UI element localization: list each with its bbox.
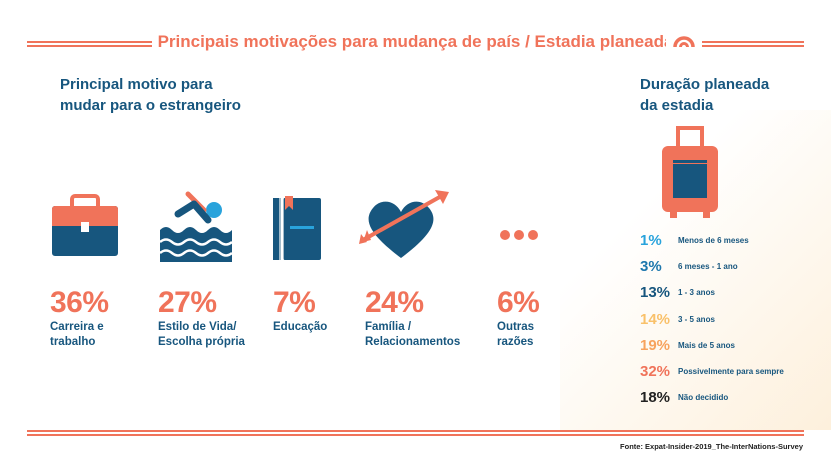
motive-label-line1: Família /	[365, 321, 412, 333]
motive-percent: 36%	[50, 286, 109, 319]
motives-section-title: Principal motivo para mudar para o estra…	[60, 74, 241, 116]
duration-section-title: Duração planeada da estadia	[640, 74, 769, 116]
duration-label: 3 - 5 anos	[678, 315, 715, 324]
duration-label: 1 - 3 anos	[678, 288, 715, 297]
duration-label: Menos de 6 meses	[678, 236, 749, 245]
duration-percent: 32%	[640, 363, 671, 380]
footer-line-bottom	[27, 434, 804, 436]
motive-label-line2: trabalho	[50, 336, 96, 348]
motive-label-line1: Carreira e	[50, 321, 104, 333]
duration-label: Não decidido	[678, 393, 729, 402]
suitcase-icon	[662, 126, 718, 218]
duration-title-line2: da estadia	[640, 97, 714, 114]
duration-percent: 14%	[640, 311, 671, 328]
motive-label-line1: Estilo de Vida/	[158, 321, 237, 333]
motive-percent: 7%	[273, 286, 316, 319]
target-arc-icon	[673, 36, 695, 48]
duration-label: Possivelmente para sempre	[678, 367, 784, 376]
motive-label: Família / Relacionamentos	[365, 320, 485, 350]
duration-percent: 3%	[640, 258, 662, 275]
motive-percent: 6%	[497, 286, 540, 319]
motive-percent: 27%	[158, 286, 217, 319]
motive-percent: 24%	[365, 286, 424, 319]
motive-label-line1: Outras	[497, 321, 535, 333]
briefcase-icon	[52, 194, 118, 256]
page-title: Principais motivações para mudança de pa…	[0, 32, 831, 52]
duration-percent: 18%	[640, 389, 671, 406]
motive-label-line2: Escolha própria	[158, 336, 245, 348]
motive-label: Educação	[273, 320, 393, 335]
ellipsis-icon	[500, 230, 538, 240]
motive-label: Carreira e trabalho	[50, 320, 170, 350]
duration-label: Mais de 5 anos	[678, 341, 735, 350]
duration-title-line1: Duração planeada	[640, 76, 770, 93]
book-icon	[273, 196, 321, 260]
motive-label: Outras razões	[497, 320, 617, 350]
duration-percent: 1%	[640, 232, 662, 249]
footer-line-top	[27, 430, 804, 432]
motive-label-line1: Educação	[273, 321, 328, 333]
page-title-text: Principais motivações para mudança de pa…	[151, 32, 680, 52]
heart-arrow-icon	[359, 190, 449, 258]
duration-label: 6 meses - 1 ano	[678, 262, 738, 271]
motive-label-line2: razões	[497, 336, 534, 348]
motive-label-line2: Relacionamentos	[365, 336, 461, 348]
motives-title-line2: mudar para o estrangeiro	[60, 97, 241, 114]
swimmer-icon	[159, 191, 233, 262]
motive-label: Estilo de Vida/ Escolha própria	[158, 320, 278, 350]
duration-percent: 19%	[640, 337, 671, 354]
motives-title-line1: Principal motivo para	[60, 76, 213, 93]
duration-percent: 13%	[640, 284, 671, 301]
source-note: Fonte: Expat-Insider-2019_The-InterNatio…	[620, 442, 803, 451]
